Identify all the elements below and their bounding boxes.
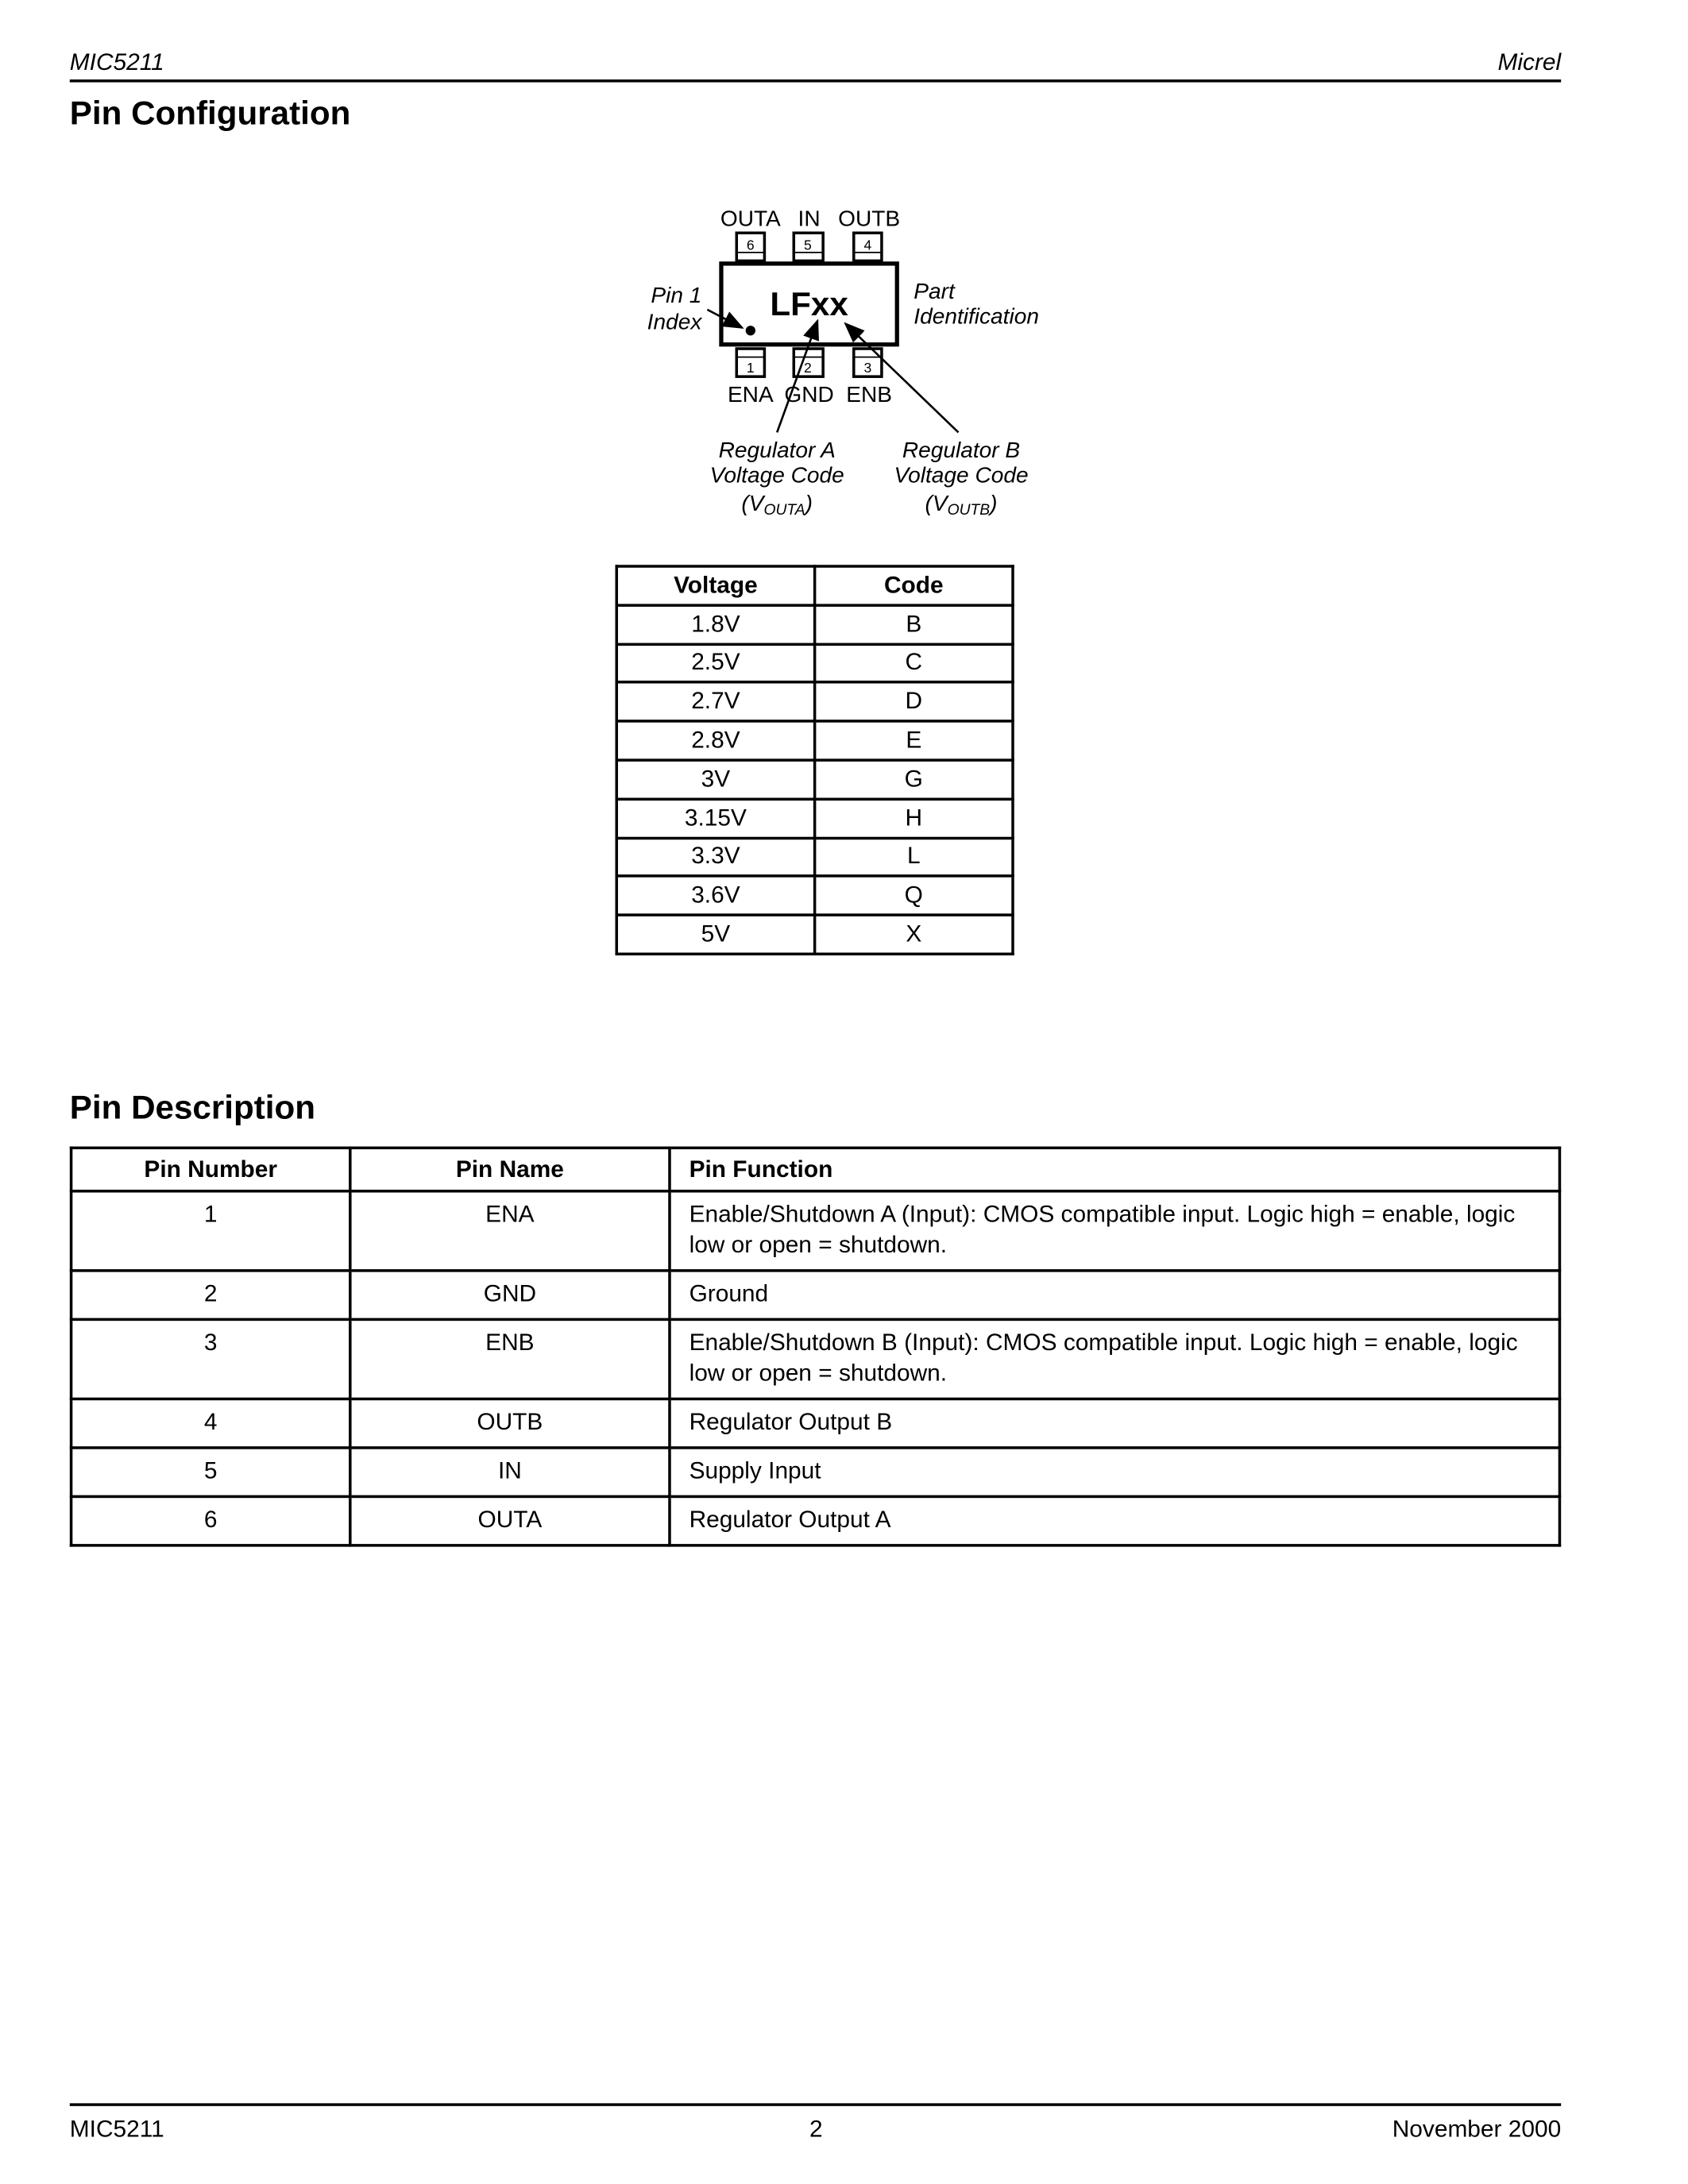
reg-b-label: Voltage Code [894, 463, 1028, 488]
table-row: 6 OUTA Regulator Output A [69, 1495, 1562, 1547]
pin-name-cell: GND [349, 1269, 671, 1322]
table-row: 2.7V D [615, 681, 1014, 723]
column-header: Pin Function [668, 1146, 1562, 1193]
top-pin-name: OUTA [720, 206, 781, 231]
top-pin-name: OUTB [838, 206, 900, 231]
code-cell: C [813, 642, 1014, 685]
pin-function-cell: Enable/Shutdown B (Input): CMOS compatib… [668, 1318, 1562, 1401]
pin-number: 5 [804, 237, 812, 253]
pin-function-cell: Enable/Shutdown A (Input): CMOS compatib… [668, 1190, 1562, 1272]
reg-b-symbol: (VOUTB) [925, 491, 997, 519]
voltage-code-table: Voltage Code 1.8V B 2.5V C 2.7V D 2.8V E 3V G 3.15… [615, 565, 1014, 955]
table-row: 2.8V E [615, 720, 1014, 762]
column-header: Pin Number [69, 1146, 352, 1193]
table-row: 2 GND Ground [69, 1269, 1562, 1322]
pin-number: 1 [747, 360, 755, 376]
code-cell: D [813, 681, 1014, 723]
pin-number-cell: 2 [69, 1269, 352, 1322]
header-part-number: MIC5211 [69, 48, 164, 75]
footer-date: November 2000 [1392, 2116, 1562, 2143]
pin-name-cell: OUTB [349, 1397, 671, 1449]
pin-number-cell: 6 [69, 1495, 352, 1547]
table-row: 4 OUTB Regulator Output B [69, 1397, 1562, 1449]
reg-a-label: Voltage Code [710, 463, 844, 488]
header-rule [69, 79, 1562, 83]
pin-number-cell: 1 [69, 1190, 352, 1272]
code-cell: G [813, 758, 1014, 801]
pin-name-cell: IN [349, 1446, 671, 1499]
reg-b-label: Regulator B [902, 438, 1020, 462]
voltage-cell: 2.7V [615, 681, 817, 723]
voltage-cell: 3.15V [615, 797, 817, 839]
code-cell: H [813, 797, 1014, 839]
pin-name-cell: ENA [349, 1190, 671, 1272]
pin-name-cell: ENB [349, 1318, 671, 1401]
pin1-label: Pin 1 [651, 283, 701, 307]
pin-number: 4 [863, 237, 871, 253]
package-diagram: OUTA IN OUTB 6 5 4 1 2 3 LFxx ENA GND EN… [647, 206, 1039, 519]
table-row: 5 IN Supply Input [69, 1446, 1562, 1499]
part-id-label: Part [914, 279, 956, 303]
table-row: 1 ENA Enable/Shutdown A (Input): CMOS comp… [69, 1190, 1562, 1272]
table-row: 3.6V Q [615, 874, 1014, 917]
pin-number-cell: 4 [69, 1397, 352, 1449]
footer-part-number: MIC5211 [69, 2116, 164, 2143]
pin-function-cell: Supply Input [668, 1446, 1562, 1499]
page-number: 2 [809, 2116, 823, 2143]
table-row: 3V G [615, 758, 1014, 801]
pin1-label: Index [647, 309, 703, 334]
reg-a-symbol: (VOUTA) [741, 491, 813, 519]
column-header: Code [813, 565, 1014, 607]
bottom-pin-name: ENA [728, 382, 774, 407]
pin-configuration-title: Pin Configuration [69, 95, 351, 133]
code-cell: X [813, 913, 1014, 955]
bottom-pin-name: ENB [846, 382, 892, 407]
voltage-cell: 2.5V [615, 642, 817, 685]
pin-number-cell: 3 [69, 1318, 352, 1401]
pin-number: 6 [747, 237, 755, 253]
pin-number: 3 [863, 360, 871, 376]
voltage-cell: 1.8V [615, 604, 817, 646]
voltage-cell: 3.3V [615, 835, 817, 878]
column-header: Pin Name [349, 1146, 671, 1193]
pin-number-cell: 5 [69, 1446, 352, 1499]
pin-description-table: Pin Number Pin Name Pin Function 1 ENA Ena… [69, 1146, 1562, 1547]
code-cell: E [813, 720, 1014, 762]
part-marking: LFxx [770, 285, 848, 322]
pin1-dot [745, 326, 755, 336]
table-row: 5V X [615, 913, 1014, 955]
code-cell: B [813, 604, 1014, 646]
voltage-cell: 2.8V [615, 720, 817, 762]
voltage-cell: 3V [615, 758, 817, 801]
table-row: 3.15V H [615, 797, 1014, 839]
code-cell: Q [813, 874, 1014, 917]
column-header: Voltage [615, 565, 817, 607]
pin-name-cell: OUTA [349, 1495, 671, 1547]
table-row: 2.5V C [615, 642, 1014, 685]
part-id-label: Identification [914, 303, 1039, 328]
voltage-cell: 5V [615, 913, 817, 955]
pin-function-cell: Ground [668, 1269, 1562, 1322]
voltage-cell: 3.6V [615, 874, 817, 917]
table-row: 1.8V B [615, 604, 1014, 646]
pin-description-title: Pin Description [69, 1089, 315, 1128]
pin-function-cell: Regulator Output A [668, 1495, 1562, 1547]
footer-rule [69, 2103, 1562, 2106]
bottom-pin-name: GND [784, 382, 833, 407]
pin-function-cell: Regulator Output B [668, 1397, 1562, 1449]
top-pin-name: IN [798, 206, 821, 231]
code-cell: L [813, 835, 1014, 878]
table-row: 3 ENB Enable/Shutdown B (Input): CMOS comp… [69, 1318, 1562, 1401]
reg-a-label: Regulator A [719, 438, 836, 462]
header-company: Micrel [1497, 48, 1562, 75]
pin-number: 2 [804, 360, 812, 376]
table-row: 3.3V L [615, 835, 1014, 878]
